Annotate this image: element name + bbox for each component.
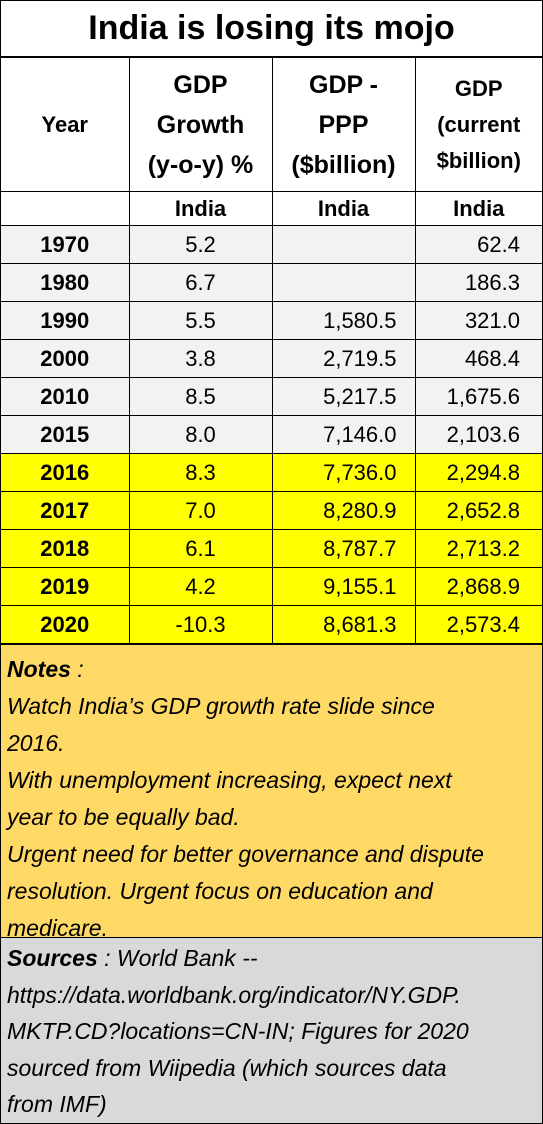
sources-first-line: : World Bank -- xyxy=(97,945,258,971)
ppp-cell xyxy=(271,263,416,302)
sources-line: from IMF) xyxy=(7,1091,107,1117)
current-cell: 2,652.8 xyxy=(414,491,542,530)
ppp-cell: 7,146.0 xyxy=(271,415,416,454)
notes-line: Urgent need for better governance and di… xyxy=(7,841,484,867)
ppp-cell: 8,280.9 xyxy=(271,491,416,530)
ppp-cell: 7,736.0 xyxy=(271,453,416,492)
current-cell: 2,103.6 xyxy=(414,415,542,454)
notes-line: Watch India’s GDP growth rate slide sinc… xyxy=(7,693,435,719)
ppp-cell: 8,787.7 xyxy=(271,529,416,568)
current-cell: 2,713.2 xyxy=(414,529,542,568)
sources-heading: Sources : World Bank -- xyxy=(7,940,536,977)
ppp-cell xyxy=(271,225,416,264)
subheader-ppp: India xyxy=(271,191,416,226)
growth-cell: 3.8 xyxy=(128,339,273,378)
notes-label: Notes xyxy=(7,656,71,682)
notes-line: year to be equally bad. xyxy=(7,804,240,830)
growth-cell: 4.2 xyxy=(128,567,273,606)
year-cell: 1970 xyxy=(1,225,130,264)
sources-section: Sources : World Bank -- https://data.wor… xyxy=(1,938,542,1123)
header-gdp-current: GDP (current $billion) xyxy=(414,57,542,192)
growth-cell: -10.3 xyxy=(128,605,273,644)
year-cell: 2017 xyxy=(1,491,130,530)
growth-cell: 8.5 xyxy=(128,377,273,416)
header-year: Year xyxy=(1,57,130,192)
year-cell: 2019 xyxy=(1,567,130,606)
growth-cell: 5.5 xyxy=(128,301,273,340)
table-row-highlighted: 2020 -10.3 8,681.3 2,573.4 xyxy=(1,605,542,644)
current-cell: 2,294.8 xyxy=(414,453,542,492)
growth-cell: 8.3 xyxy=(128,453,273,492)
year-cell: 2015 xyxy=(1,415,130,454)
current-cell: 321.0 xyxy=(414,301,542,340)
sources-line: sourced from Wiipedia (which sources dat… xyxy=(7,1054,447,1081)
ppp-cell: 1,580.5 xyxy=(271,301,416,340)
header-gdp-growth: GDP Growth (y-o-y) % xyxy=(128,57,273,192)
growth-cell: 5.2 xyxy=(128,225,273,264)
notes-heading: Notes : xyxy=(7,651,536,688)
ppp-cell: 9,155.1 xyxy=(271,567,416,606)
gdp-table: Year GDP Growth (y-o-y) % GDP - PPP ($bi… xyxy=(1,57,542,644)
table-row: 1990 5.5 1,580.5 321.0 xyxy=(1,301,542,340)
sources-line: MKTP.CD?locations=CN-IN; Figures for 202… xyxy=(7,1018,469,1044)
table-row: 2000 3.8 2,719.5 468.4 xyxy=(1,339,542,378)
sources-label: Sources xyxy=(7,945,98,971)
current-cell: 1,675.6 xyxy=(414,377,542,416)
year-cell: 1990 xyxy=(1,301,130,340)
notes-section: Notes : Watch India’s GDP growth rate sl… xyxy=(1,644,542,941)
year-cell: 2020 xyxy=(1,605,130,644)
current-cell: 2,868.9 xyxy=(414,567,542,606)
year-cell: 2000 xyxy=(1,339,130,378)
table-row: 2015 8.0 7,146.0 2,103.6 xyxy=(1,415,542,454)
header-row: Year GDP Growth (y-o-y) % GDP - PPP ($bi… xyxy=(1,57,542,192)
notes-separator: : xyxy=(70,656,84,682)
year-cell: 2010 xyxy=(1,377,130,416)
current-cell: 2,573.4 xyxy=(414,605,542,644)
growth-cell: 6.7 xyxy=(128,263,273,302)
notes-line: With unemployment increasing, expect nex… xyxy=(7,767,452,793)
growth-cell: 6.1 xyxy=(128,529,273,568)
table-row-highlighted: 2018 6.1 8,787.7 2,713.2 xyxy=(1,529,542,568)
year-cell: 2016 xyxy=(1,453,130,492)
sources-line: https://data.worldbank.org/indicator/NY.… xyxy=(7,981,461,1008)
subheader-row: India India India xyxy=(1,191,542,226)
subheader-growth: India xyxy=(128,191,273,226)
table-row: 1980 6.7 186.3 xyxy=(1,263,542,302)
table-row: 2010 8.5 5,217.5 1,675.6 xyxy=(1,377,542,416)
notes-line: resolution. Urgent focus on education an… xyxy=(7,878,433,904)
subheader-current: India xyxy=(414,191,542,226)
notes-line: 2016. xyxy=(7,730,65,756)
year-cell: 2018 xyxy=(1,529,130,568)
ppp-cell: 2,719.5 xyxy=(271,339,416,378)
growth-cell: 7.0 xyxy=(128,491,273,530)
year-cell: 1980 xyxy=(1,263,130,302)
current-cell: 62.4 xyxy=(414,225,542,264)
table-row: 1970 5.2 62.4 xyxy=(1,225,542,264)
page-title: India is losing its mojo xyxy=(1,1,542,57)
header-gdp-ppp: GDP - PPP ($billion) xyxy=(271,57,416,192)
ppp-cell: 5,217.5 xyxy=(271,377,416,416)
current-cell: 468.4 xyxy=(414,339,542,378)
notes-line: medicare. xyxy=(7,915,108,941)
table-row-highlighted: 2016 8.3 7,736.0 2,294.8 xyxy=(1,453,542,492)
growth-cell: 8.0 xyxy=(128,415,273,454)
subheader-year xyxy=(1,191,130,226)
table-row-highlighted: 2017 7.0 8,280.9 2,652.8 xyxy=(1,491,542,530)
table-row-highlighted: 2019 4.2 9,155.1 2,868.9 xyxy=(1,567,542,606)
ppp-cell: 8,681.3 xyxy=(271,605,416,644)
current-cell: 186.3 xyxy=(414,263,542,302)
